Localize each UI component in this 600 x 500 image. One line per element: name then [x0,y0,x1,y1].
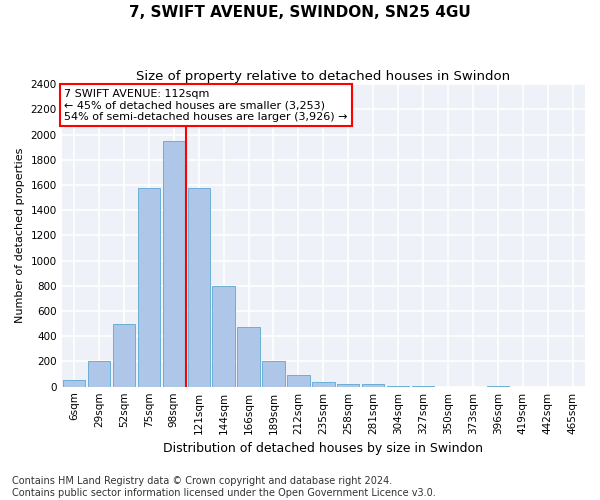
Y-axis label: Number of detached properties: Number of detached properties [15,148,25,323]
Bar [262,362,285,386]
Bar [312,382,335,386]
Text: Contains HM Land Registry data © Crown copyright and database right 2024.
Contai: Contains HM Land Registry data © Crown c… [12,476,436,498]
Bar [188,188,210,386]
Bar [212,286,235,386]
X-axis label: Distribution of detached houses by size in Swindon: Distribution of detached houses by size … [163,442,484,455]
Bar [137,188,160,386]
Bar [88,362,110,386]
Bar [113,324,135,386]
Bar [362,384,385,386]
Bar [238,327,260,386]
Bar [287,376,310,386]
Title: Size of property relative to detached houses in Swindon: Size of property relative to detached ho… [136,70,511,83]
Text: 7 SWIFT AVENUE: 112sqm
← 45% of detached houses are smaller (3,253)
54% of semi-: 7 SWIFT AVENUE: 112sqm ← 45% of detached… [64,88,348,122]
Bar [63,380,85,386]
Text: 7, SWIFT AVENUE, SWINDON, SN25 4GU: 7, SWIFT AVENUE, SWINDON, SN25 4GU [129,5,471,20]
Bar [337,384,359,386]
Bar [163,141,185,386]
